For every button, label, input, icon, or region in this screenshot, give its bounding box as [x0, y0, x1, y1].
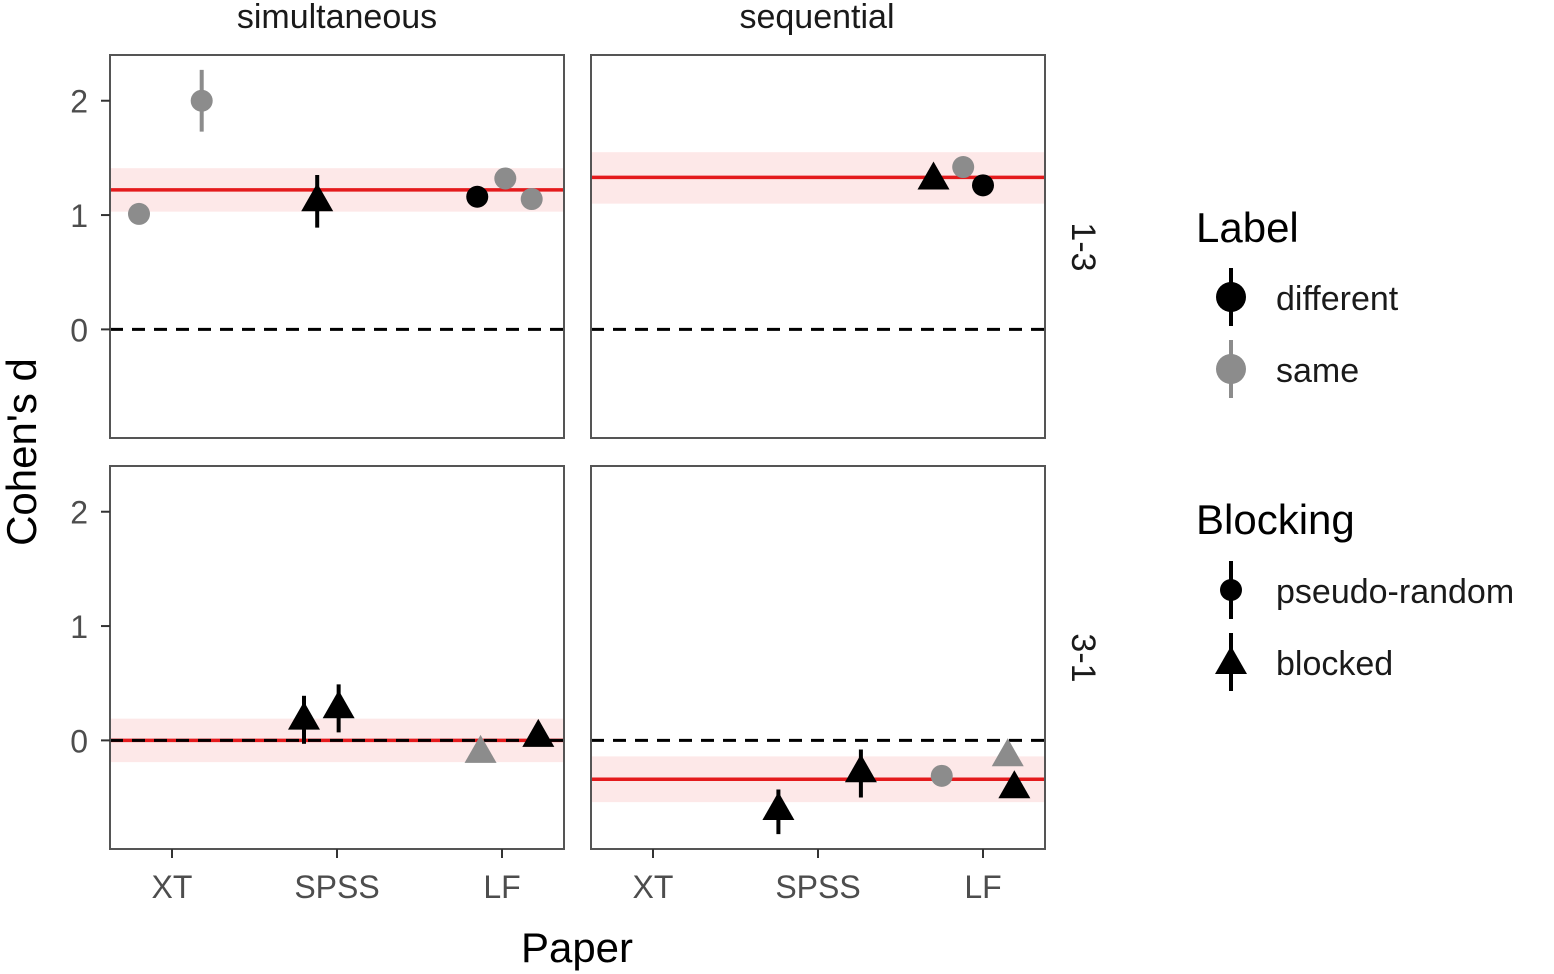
- x-tick-label: LF: [964, 869, 1001, 905]
- point-marker-triangle: [998, 770, 1031, 799]
- legend-label-title: Label: [1196, 204, 1299, 251]
- legend-key-pseudo-random: [1220, 561, 1242, 619]
- legend-blocking-title: Blocking: [1196, 496, 1355, 543]
- y-tick-label: 2: [70, 495, 88, 531]
- y-tick-label: 0: [70, 312, 88, 348]
- legend-blocking: Blocking pseudo-random blocked: [1196, 496, 1514, 691]
- data-point: [917, 161, 950, 190]
- point-marker-circle: [494, 167, 517, 190]
- y-tick-label: 1: [70, 198, 88, 234]
- x-tick-label: LF: [483, 869, 520, 905]
- data-point: [466, 185, 489, 208]
- panel-border: [109, 54, 565, 439]
- data-point: [128, 202, 150, 225]
- point-marker-triangle: [301, 183, 334, 212]
- facet-col-label-sequential: sequential: [739, 0, 894, 36]
- data-point: [190, 69, 213, 132]
- legend-label-entry-same: same: [1276, 352, 1359, 390]
- data-point: [301, 175, 334, 228]
- data-point: [844, 749, 877, 798]
- point-marker-circle: [952, 156, 975, 179]
- point-marker-triangle: [464, 734, 497, 763]
- panel-simultaneous-3-1: 0 1 2 XT SPSS LF: [70, 465, 565, 905]
- point-marker-triangle: [762, 791, 795, 820]
- panels-layer: 0 1 2 0 1 2 XT SPSS LF XT SPSS LF: [70, 54, 1046, 905]
- point-marker-circle: [466, 185, 489, 208]
- point-marker-triangle: [991, 738, 1024, 767]
- facet-row-label-3-1: 3-1: [1064, 633, 1102, 682]
- data-point: [991, 738, 1024, 767]
- x-tick-label: SPSS: [294, 869, 379, 905]
- data-point: [952, 156, 975, 179]
- point-marker-circle: [128, 202, 150, 225]
- point-marker-triangle: [288, 701, 320, 730]
- legend-label: Label different same: [1196, 204, 1399, 398]
- x-axis-title: Paper: [521, 924, 633, 971]
- point-marker-circle: [520, 188, 543, 211]
- data-point: [520, 188, 543, 211]
- legend-label-entry-different: different: [1276, 280, 1399, 318]
- point-marker-triangle: [322, 690, 355, 719]
- point-marker-circle: [972, 174, 994, 197]
- point-marker-circle: [930, 764, 953, 787]
- panel-sequential-3-1: XT SPSS LF: [590, 465, 1046, 905]
- panel-border: [590, 54, 1046, 439]
- facet-row-label-1-3: 1-3: [1064, 222, 1102, 271]
- point-marker-circle: [190, 89, 213, 112]
- panel-border: [109, 465, 565, 850]
- panel-simultaneous-1-3: 0 1 2: [70, 54, 565, 439]
- legend-blocking-entry-blocked: blocked: [1276, 645, 1393, 683]
- legend-key-same: [1216, 340, 1246, 398]
- legend-blocking-entry-pseudo-random: pseudo-random: [1276, 573, 1514, 611]
- point-marker-triangle: [917, 161, 950, 190]
- x-tick-label: XT: [633, 869, 674, 905]
- data-point: [762, 789, 795, 835]
- data-point: [322, 684, 355, 733]
- facet-col-label-simultaneous: simultaneous: [237, 0, 437, 36]
- data-point: [972, 174, 994, 197]
- data-point: [288, 695, 320, 744]
- data-point: [998, 770, 1031, 799]
- y-tick-label: 1: [70, 609, 88, 645]
- point-marker-triangle: [844, 754, 877, 783]
- x-tick-label: SPSS: [775, 869, 860, 905]
- y-tick-label: 0: [70, 723, 88, 759]
- legend-key-blocked: [1215, 633, 1247, 691]
- panel-sequential-1-3: [590, 54, 1046, 439]
- legend-key-different: [1216, 268, 1246, 326]
- x-tick-label: XT: [152, 869, 193, 905]
- data-point: [522, 718, 555, 747]
- point-marker-triangle: [522, 718, 555, 747]
- data-point: [494, 167, 517, 190]
- y-axis-title: Cohen's d: [0, 358, 45, 546]
- y-tick-label: 2: [70, 84, 88, 120]
- data-point: [464, 734, 497, 763]
- data-point: [930, 764, 953, 787]
